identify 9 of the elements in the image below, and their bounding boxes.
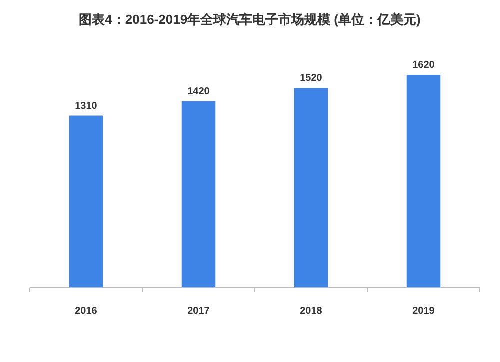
x-tick-label: 2019 (412, 306, 436, 317)
data-label: 1420 (188, 86, 210, 98)
chart-title: 图表4：2016-2019年全球汽车电子市场规模 (单位：亿美元) (79, 12, 421, 27)
x-tick-label: 2016 (75, 306, 98, 317)
data-label: 1520 (300, 73, 323, 84)
x-tick-label: 2017 (188, 306, 210, 317)
data-label: 1310 (75, 100, 98, 112)
x-tick-label: 2018 (300, 306, 323, 317)
data-label: 1620 (412, 60, 436, 71)
